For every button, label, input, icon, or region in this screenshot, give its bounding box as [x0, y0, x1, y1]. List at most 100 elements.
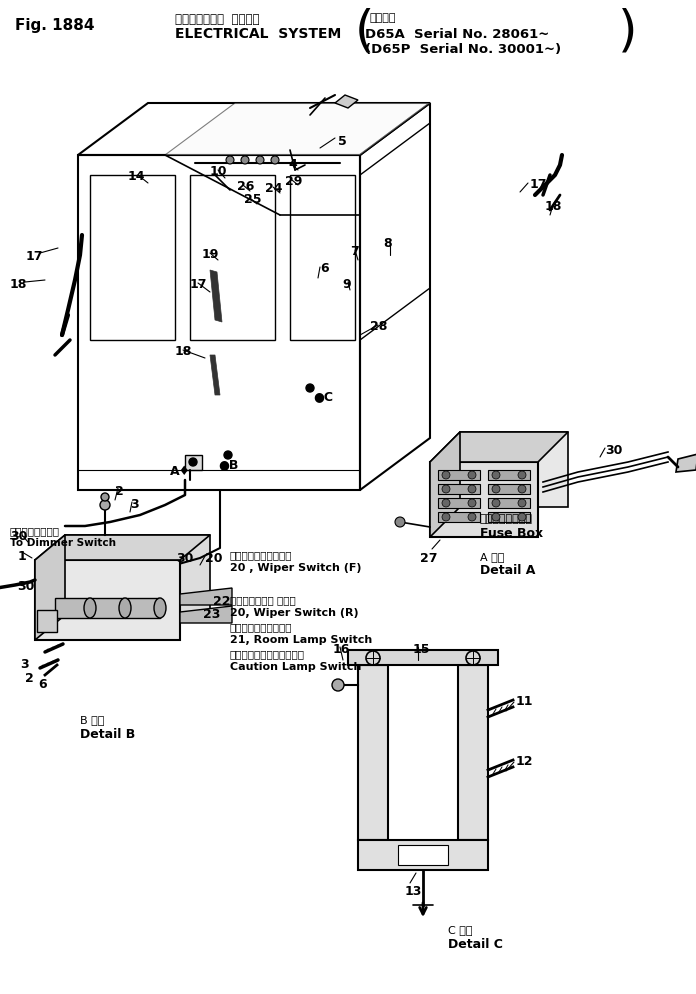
- Circle shape: [468, 471, 476, 479]
- Circle shape: [271, 156, 279, 164]
- Circle shape: [256, 156, 264, 164]
- Circle shape: [442, 485, 450, 493]
- Text: ヒューズボックス: ヒューズボックス: [480, 514, 533, 524]
- Text: 1: 1: [18, 550, 26, 563]
- Polygon shape: [488, 498, 530, 508]
- Text: 28: 28: [370, 320, 388, 333]
- Text: Detail A: Detail A: [480, 564, 535, 577]
- Ellipse shape: [84, 598, 96, 618]
- Text: 25: 25: [244, 193, 262, 206]
- Text: 14: 14: [128, 170, 145, 183]
- Polygon shape: [90, 598, 125, 618]
- Text: 13: 13: [405, 885, 422, 898]
- Text: 8: 8: [383, 237, 392, 250]
- Text: ダイマスイッチへ: ダイマスイッチへ: [10, 526, 60, 536]
- Polygon shape: [210, 355, 220, 395]
- Text: 4: 4: [288, 158, 296, 171]
- Polygon shape: [398, 845, 448, 865]
- Text: 6: 6: [38, 678, 47, 691]
- Text: C 詳細: C 詳細: [448, 925, 473, 935]
- Text: ●B: ●B: [218, 458, 238, 471]
- Circle shape: [442, 471, 450, 479]
- Text: Detail B: Detail B: [80, 728, 135, 741]
- Polygon shape: [430, 432, 568, 462]
- Circle shape: [224, 451, 232, 459]
- Text: 11: 11: [516, 695, 534, 708]
- Text: 22: 22: [213, 595, 230, 608]
- Text: 30: 30: [17, 580, 34, 593]
- Text: エレクトリカル  システム: エレクトリカル システム: [175, 13, 260, 26]
- Circle shape: [306, 384, 314, 392]
- Text: ルームランプスイッチ: ルームランプスイッチ: [230, 622, 292, 632]
- Text: To Dimmer Switch: To Dimmer Switch: [10, 538, 116, 548]
- Text: 15: 15: [413, 643, 431, 656]
- Text: ワイパスイッチ（前）: ワイパスイッチ（前）: [230, 550, 292, 560]
- Polygon shape: [125, 598, 160, 618]
- Polygon shape: [430, 432, 460, 537]
- Polygon shape: [358, 840, 488, 870]
- Text: ): ): [618, 8, 638, 56]
- Text: D65A  Serial No. 28061~: D65A Serial No. 28061~: [365, 28, 549, 41]
- Text: 23: 23: [203, 608, 221, 621]
- Text: 7: 7: [350, 245, 358, 258]
- Text: 16: 16: [333, 643, 350, 656]
- Text: 18: 18: [545, 200, 562, 213]
- Text: 29: 29: [285, 175, 302, 188]
- Ellipse shape: [119, 598, 131, 618]
- Polygon shape: [180, 588, 232, 605]
- Circle shape: [492, 471, 500, 479]
- Polygon shape: [335, 95, 358, 108]
- Text: 17: 17: [530, 178, 548, 191]
- Text: 17: 17: [190, 278, 207, 291]
- Text: 27: 27: [420, 552, 438, 565]
- Text: 30: 30: [10, 530, 27, 543]
- Text: Fuse Box: Fuse Box: [480, 527, 543, 540]
- Text: ワイパスイッチ （後）: ワイパスイッチ （後）: [230, 595, 296, 605]
- Text: 3: 3: [20, 658, 29, 671]
- Text: Detail C: Detail C: [448, 938, 503, 951]
- Circle shape: [241, 156, 249, 164]
- Circle shape: [189, 458, 197, 466]
- Circle shape: [492, 513, 500, 521]
- Polygon shape: [430, 462, 538, 537]
- Ellipse shape: [154, 598, 166, 618]
- Polygon shape: [348, 650, 498, 665]
- Text: 3: 3: [130, 498, 139, 511]
- Text: 12: 12: [516, 755, 534, 768]
- Text: (D65P  Serial No. 30001~): (D65P Serial No. 30001~): [365, 43, 561, 56]
- Circle shape: [492, 499, 500, 507]
- Text: 2: 2: [25, 672, 33, 685]
- Text: 26: 26: [237, 180, 254, 193]
- Circle shape: [395, 517, 405, 527]
- Circle shape: [468, 513, 476, 521]
- Polygon shape: [438, 484, 480, 494]
- Text: (: (: [355, 8, 374, 56]
- Circle shape: [518, 485, 526, 493]
- Circle shape: [518, 471, 526, 479]
- Circle shape: [332, 679, 344, 691]
- Circle shape: [101, 493, 109, 501]
- Polygon shape: [35, 535, 210, 560]
- Polygon shape: [165, 103, 430, 155]
- Text: ELECTRICAL  SYSTEM: ELECTRICAL SYSTEM: [175, 27, 341, 41]
- Polygon shape: [460, 432, 568, 507]
- Polygon shape: [210, 270, 222, 322]
- Text: 18: 18: [175, 345, 192, 358]
- Text: 17: 17: [26, 250, 43, 263]
- Text: 9: 9: [342, 278, 351, 291]
- Text: 20, Wiper Switch (R): 20, Wiper Switch (R): [230, 608, 358, 618]
- Text: 30: 30: [176, 552, 193, 565]
- Circle shape: [518, 513, 526, 521]
- Text: 19: 19: [202, 248, 219, 261]
- Polygon shape: [458, 665, 488, 840]
- Text: 18: 18: [10, 278, 27, 291]
- Text: Caution Lamp Switch: Caution Lamp Switch: [230, 662, 361, 672]
- Polygon shape: [35, 560, 180, 640]
- Polygon shape: [676, 454, 696, 472]
- Text: 21, Room Lamp Switch: 21, Room Lamp Switch: [230, 635, 372, 645]
- Circle shape: [226, 156, 234, 164]
- Circle shape: [442, 513, 450, 521]
- Text: 20: 20: [205, 552, 223, 565]
- Circle shape: [468, 485, 476, 493]
- Polygon shape: [438, 512, 480, 522]
